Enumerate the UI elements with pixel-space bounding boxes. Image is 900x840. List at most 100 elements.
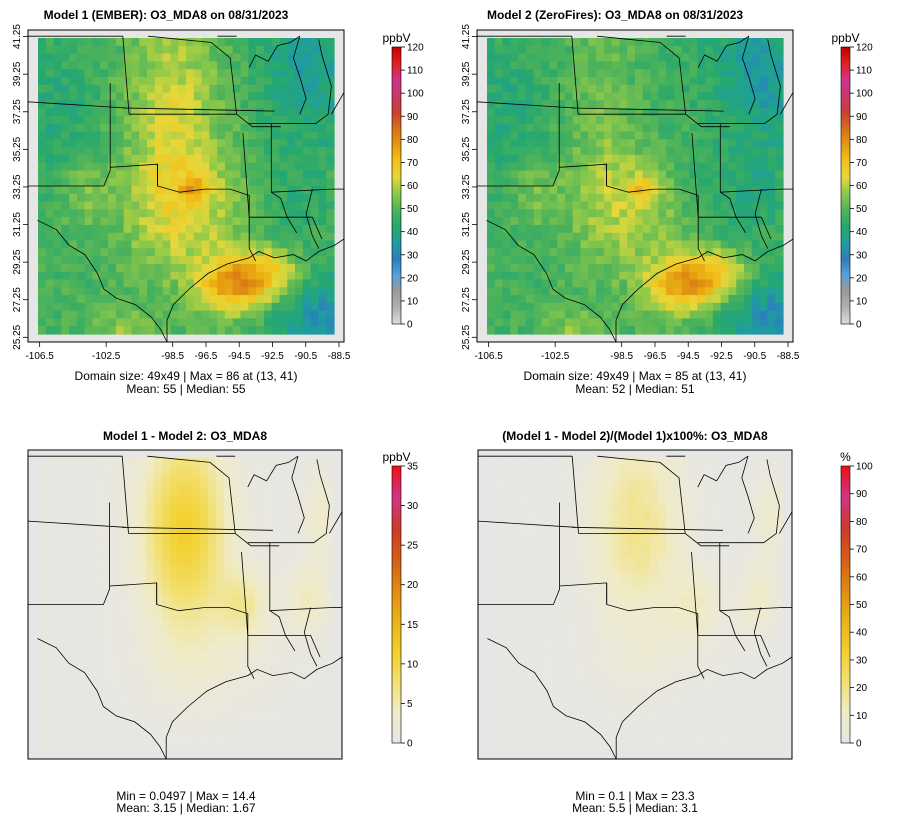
heatmap-cell: [138, 612, 147, 621]
panel-model2: Model 2 (ZeroFires): O3_MDA8 on 08/31/20…: [461, 8, 873, 396]
heatmap-cell: [705, 123, 714, 133]
heatmap-cell: [38, 53, 47, 62]
heatmap-cell: [287, 302, 296, 312]
heatmap-cell: [720, 131, 730, 140]
heatmap-cell: [526, 542, 536, 552]
heatmap-cell: [92, 248, 101, 257]
heatmap-cell: [494, 84, 504, 94]
heatmap-cell: [697, 115, 706, 125]
heatmap-cell: [270, 473, 279, 482]
heatmap-cell: [533, 318, 543, 327]
heatmap-cell: [223, 565, 233, 575]
heatmap-cell: [534, 619, 543, 629]
heatmap-cell: [775, 38, 784, 47]
heatmap-cell: [596, 170, 605, 179]
heatmap-cell: [209, 108, 218, 117]
heatmap-cell: [154, 673, 163, 683]
heatmap-cell: [92, 481, 101, 490]
heatmap-cell: [123, 271, 133, 281]
heatmap-cell: [494, 38, 504, 47]
heatmap-cell: [115, 186, 125, 195]
heatmap-cell: [650, 123, 659, 133]
heatmap-cell: [293, 689, 302, 698]
heatmap-cell: [666, 178, 675, 187]
heatmap-cell: [45, 318, 55, 327]
heatmap-cell: [279, 115, 288, 125]
heatmap-cell: [215, 735, 225, 744]
heatmap-cell: [603, 224, 613, 234]
heatmap-cell: [61, 279, 70, 288]
heatmap-cell: [147, 256, 156, 265]
heatmap-cell: [170, 240, 179, 249]
heatmap-cell: [557, 720, 566, 729]
heatmap-cell: [751, 131, 761, 140]
heatmap-cell: [154, 115, 164, 125]
heatmap-cell: [488, 596, 497, 606]
heatmap-cell: [510, 240, 519, 249]
heatmap-cell: [502, 38, 511, 47]
heatmap-cell: [270, 673, 279, 683]
heatmap-cell: [223, 658, 233, 667]
heatmap-cell: [564, 154, 574, 164]
heatmap-cell: [666, 232, 675, 242]
heatmap-cell: [200, 612, 209, 621]
heatmap-cell: [169, 658, 178, 667]
heatmap-cell: [186, 209, 195, 218]
heatmap-cell: [326, 100, 335, 109]
heatmap-cell: [84, 465, 93, 475]
heatmap-cell: [239, 727, 248, 737]
heatmap-cell: [308, 743, 318, 752]
heatmap-cell: [324, 704, 333, 714]
heatmap-cell: [588, 131, 597, 140]
heatmap-cell: [487, 61, 496, 70]
heatmap-cell: [154, 604, 163, 613]
heatmap-cell: [262, 712, 271, 721]
heatmap-cell: [326, 318, 335, 327]
heatmap-cell: [84, 170, 94, 179]
heatmap-cell: [200, 596, 209, 606]
heatmap-cell: [580, 186, 589, 195]
heatmap-cell: [248, 162, 257, 172]
heatmap-cell: [108, 131, 117, 140]
heatmap-cell: [526, 519, 536, 528]
heatmap-cell: [487, 217, 496, 226]
heatmap-cell: [76, 627, 86, 636]
heatmap-cell: [588, 217, 597, 226]
heatmap-cell: [270, 627, 279, 636]
heatmap-cell: [254, 681, 263, 690]
heatmap-cell: [271, 84, 281, 94]
heatmap-cell: [564, 248, 574, 257]
heatmap-cell: [84, 224, 94, 234]
heatmap-cell: [619, 147, 628, 156]
heatmap-cell: [115, 53, 125, 62]
state-line: [565, 297, 617, 343]
heatmap-cell: [262, 743, 271, 752]
heatmap-cell: [192, 581, 202, 590]
heatmap-cell: [287, 263, 296, 273]
heatmap-cell: [123, 589, 132, 598]
heatmap-cell: [549, 612, 559, 621]
heatmap-cell: [681, 326, 691, 335]
heatmap-cell: [503, 496, 512, 505]
heatmap-cell: [178, 248, 187, 257]
heatmap-cell: [627, 115, 636, 125]
heatmap-cell: [169, 712, 178, 721]
heatmap-cell: [123, 596, 132, 606]
colorbar-tick-label: 25: [407, 541, 419, 552]
heatmap-cell: [123, 326, 133, 335]
heatmap-cell: [534, 565, 543, 575]
heatmap-cell: [270, 658, 279, 667]
heatmap-cell: [215, 550, 225, 559]
heatmap-cell: [254, 527, 263, 536]
heatmap-cell: [84, 76, 94, 86]
heatmap-cell: [224, 76, 234, 86]
heatmap-cell: [580, 263, 589, 273]
heatmap-cell: [308, 689, 318, 698]
heatmap-cell: [565, 527, 574, 536]
heatmap-cell: [596, 100, 605, 109]
heatmap-cell: [564, 217, 574, 226]
heatmap-cell: [139, 154, 148, 164]
heatmap-cell: [310, 256, 320, 265]
heatmap-cell: [53, 123, 62, 133]
heatmap-cell: [549, 581, 559, 590]
